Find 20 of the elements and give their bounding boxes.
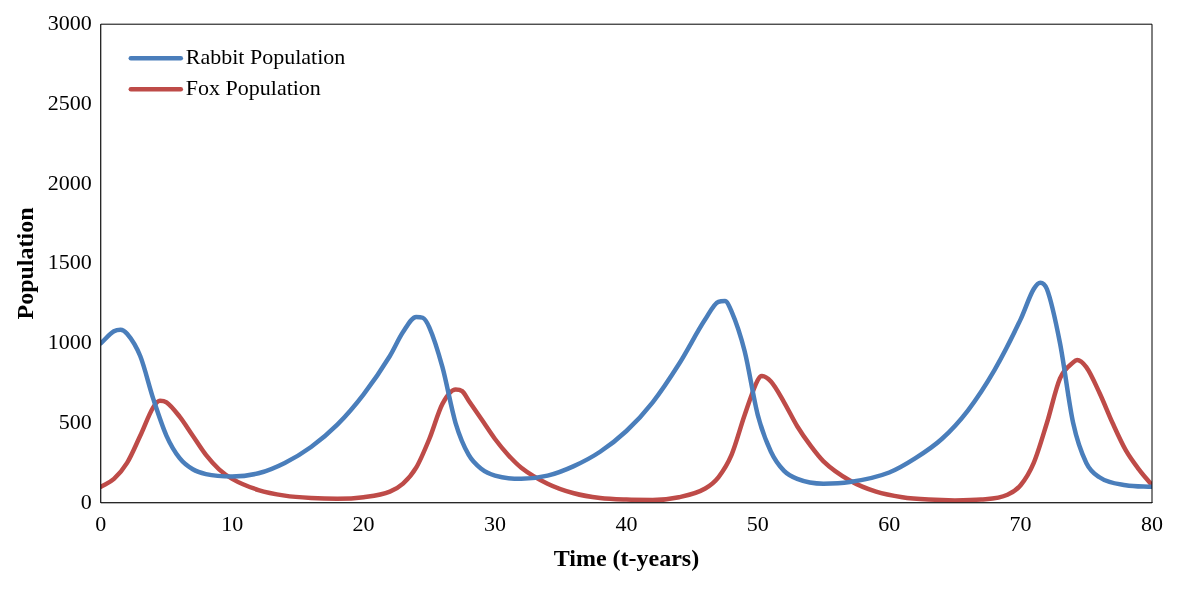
x-tick-label: 10: [221, 510, 244, 536]
y-tick-label: 500: [58, 408, 92, 434]
x-tick-label: 80: [1141, 510, 1163, 536]
y-tick-label: 3000: [47, 9, 92, 35]
x-tick-label: 60: [878, 510, 901, 536]
y-tick-label: 1000: [47, 329, 92, 355]
x-tick-label: 40: [615, 510, 638, 536]
legend-label: Rabbit Population: [185, 43, 346, 69]
y-tick-label: 2000: [47, 169, 92, 195]
line-series: [100, 280, 1152, 490]
y-tick-label: 2500: [47, 89, 92, 115]
x-tick-label: 30: [484, 510, 506, 536]
x-tick-label: 70: [1009, 510, 1032, 536]
y-axis-title: Population: [11, 207, 38, 320]
y-tick-label: 0: [80, 488, 92, 514]
x-tick-label: 20: [352, 510, 375, 536]
x-tick-label: 50: [746, 510, 769, 536]
x-axis-title: Time (t-years): [553, 544, 700, 571]
y-tick-label: 1500: [47, 249, 92, 275]
legend-label: Fox Population: [185, 74, 321, 100]
